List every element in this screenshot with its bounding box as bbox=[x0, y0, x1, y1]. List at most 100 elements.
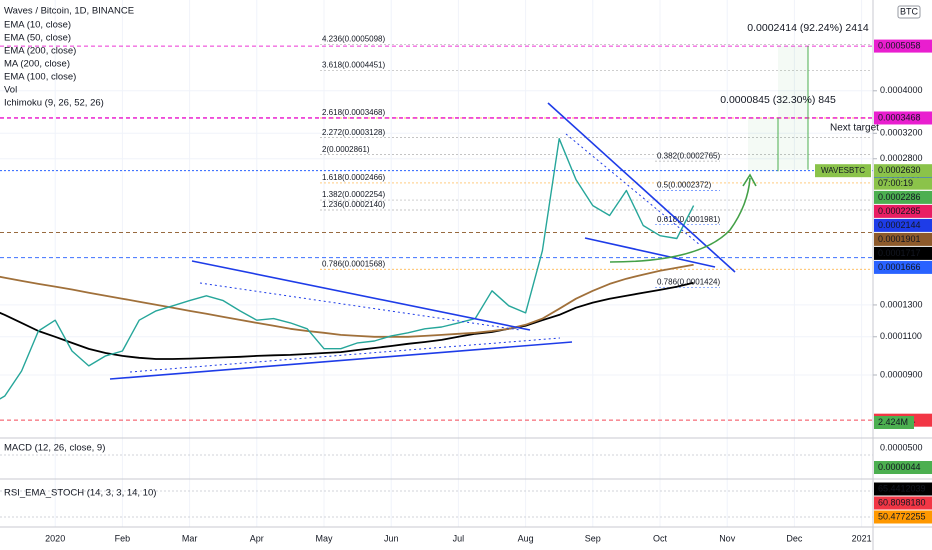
trendline bbox=[191, 260, 531, 331]
y-tick-label: 0.0002800 bbox=[880, 153, 923, 163]
price-marker bbox=[874, 246, 932, 260]
fib-label: 3.618(0.0004451) bbox=[322, 61, 386, 70]
fib-label: 1.618(0.0002466) bbox=[322, 173, 386, 182]
currency-badge bbox=[897, 5, 921, 19]
macd-title: MACD (12, 26, close, 9) bbox=[4, 443, 105, 454]
price-marker bbox=[874, 190, 932, 204]
x-tick-label: May bbox=[315, 533, 333, 543]
grid bbox=[0, 0, 873, 527]
x-tick-label: Nov bbox=[719, 533, 736, 543]
trendline bbox=[129, 337, 561, 373]
legend-entry: EMA (100, close) bbox=[4, 72, 76, 83]
y-tick-label: 0.0003200 bbox=[880, 128, 923, 138]
series-line bbox=[0, 263, 694, 338]
fib-label: 0.786(0.0001568) bbox=[322, 259, 386, 268]
chart-title: Waves / Bitcoin, 1D, BINANCE bbox=[4, 6, 134, 17]
overlays: 4.236(0.0005098) 3.618(0.0004451) 2.618(0.… bbox=[0, 35, 873, 421]
rsi-value: 65.4412039 bbox=[878, 483, 926, 493]
macd-value: 0.0000044 bbox=[878, 462, 921, 472]
measure-box bbox=[778, 46, 808, 170]
trendline bbox=[199, 282, 521, 331]
projection-arrow bbox=[609, 173, 757, 263]
x-tick-label: Jul bbox=[453, 533, 465, 543]
x-tick-label: 2020 bbox=[45, 533, 65, 543]
volume-label: 2.424M bbox=[878, 417, 908, 427]
fib-label: 0.5(0.0002372) bbox=[657, 180, 712, 189]
series-line bbox=[0, 281, 694, 360]
trendline bbox=[584, 237, 716, 268]
fib-label: 2.272(0.0003128) bbox=[322, 128, 386, 137]
fib-label: 1.382(0.0002254) bbox=[322, 190, 386, 199]
series-line bbox=[0, 138, 695, 400]
fib-label: 2(0.0002861) bbox=[322, 145, 370, 154]
legend-entry: EMA (50, close) bbox=[4, 33, 71, 44]
legend-entry: MA (200, close) bbox=[4, 59, 70, 70]
price-marker bbox=[874, 39, 932, 53]
price-marker-label: 0.0002144 bbox=[878, 220, 921, 230]
price-marker bbox=[874, 218, 932, 232]
x-tick-label: Dec bbox=[786, 533, 803, 543]
y-tick-label: 0.0001300 bbox=[880, 299, 923, 309]
x-tick-label: Feb bbox=[115, 533, 131, 543]
x-tick-label: Mar bbox=[182, 533, 198, 543]
drawings bbox=[109, 102, 736, 380]
rsi-marker bbox=[874, 482, 932, 496]
x-tick-label: Sep bbox=[585, 533, 601, 543]
price-marker-label: 0.0001717 bbox=[878, 248, 921, 258]
price-marker-label: 0.0002630 bbox=[878, 165, 921, 175]
price-marker bbox=[874, 232, 932, 246]
arrow-head bbox=[742, 173, 757, 187]
price-marker-label: 0.0001901 bbox=[878, 234, 921, 244]
volume-box bbox=[874, 416, 914, 429]
rsi-value: 50.4772255 bbox=[878, 511, 926, 521]
x-tick-label: Apr bbox=[250, 533, 264, 543]
price-marker-label: 0.0001666 bbox=[878, 262, 921, 272]
legend-entry: EMA (200, close) bbox=[4, 46, 76, 57]
y-tick-label: 0.0001100 bbox=[880, 331, 922, 341]
rsi-marker bbox=[874, 496, 932, 510]
fib-label: 2.618(0.0003468) bbox=[322, 108, 386, 117]
price-marker-label: 0.0005058 bbox=[878, 40, 921, 50]
fib-label: 1.236(0.0002140) bbox=[322, 200, 386, 209]
measure-box bbox=[748, 117, 778, 172]
price-marker-label: 0.0003468 bbox=[878, 112, 921, 122]
y-tick-label: 0.0004000 bbox=[880, 85, 923, 95]
measure-label: 0.0000845 (32.30%) 845 bbox=[720, 94, 836, 106]
measure-label: 0.0002414 (92.24%) 2414 bbox=[747, 22, 869, 34]
trendline bbox=[109, 341, 573, 380]
legend-entry: EMA (10, close) bbox=[4, 20, 71, 31]
macd-scale: 0.0000500 bbox=[880, 442, 923, 452]
price-marker bbox=[874, 164, 932, 178]
x-tick-label: 2021 bbox=[852, 533, 872, 543]
price-marker bbox=[874, 204, 932, 218]
symbol-box bbox=[815, 164, 871, 178]
price-marker bbox=[874, 260, 932, 274]
currency: BTC bbox=[900, 6, 919, 16]
trendline bbox=[565, 133, 701, 246]
x-tick-label: Jun bbox=[384, 533, 399, 543]
x-tick-label: Oct bbox=[653, 533, 668, 543]
price-marker-label: 0.0002286 bbox=[878, 192, 921, 202]
y-tick-label: 0.0000900 bbox=[880, 369, 923, 379]
fib-label: 0.786(0.0001424) bbox=[657, 278, 721, 287]
legend-entry: Ichimoku (9, 26, 52, 26) bbox=[4, 98, 104, 109]
fib-label: 0.618(0.0001981) bbox=[657, 215, 721, 224]
macd-marker bbox=[874, 461, 932, 474]
trendline bbox=[547, 102, 736, 273]
annotation: Next target bbox=[830, 123, 879, 134]
price-marker bbox=[874, 111, 932, 125]
x-tick-label: Aug bbox=[518, 533, 534, 543]
fib-label: 4.236(0.0005098) bbox=[322, 35, 386, 44]
rsi-value: 60.8098180 bbox=[878, 497, 926, 507]
rsi-title: RSI_EMA_STOCH (14, 3, 3, 14, 10) bbox=[4, 488, 156, 499]
symbol: WAVESBTC bbox=[821, 166, 865, 175]
countdown: 07:00:19 bbox=[878, 178, 913, 188]
legend-entry: Vol bbox=[4, 85, 17, 96]
arrow-curve bbox=[609, 177, 751, 263]
price-marker-label: 0.0002285 bbox=[878, 206, 921, 216]
countdown-box bbox=[874, 177, 932, 190]
fib-label: 0.382(0.0002765) bbox=[657, 151, 721, 160]
